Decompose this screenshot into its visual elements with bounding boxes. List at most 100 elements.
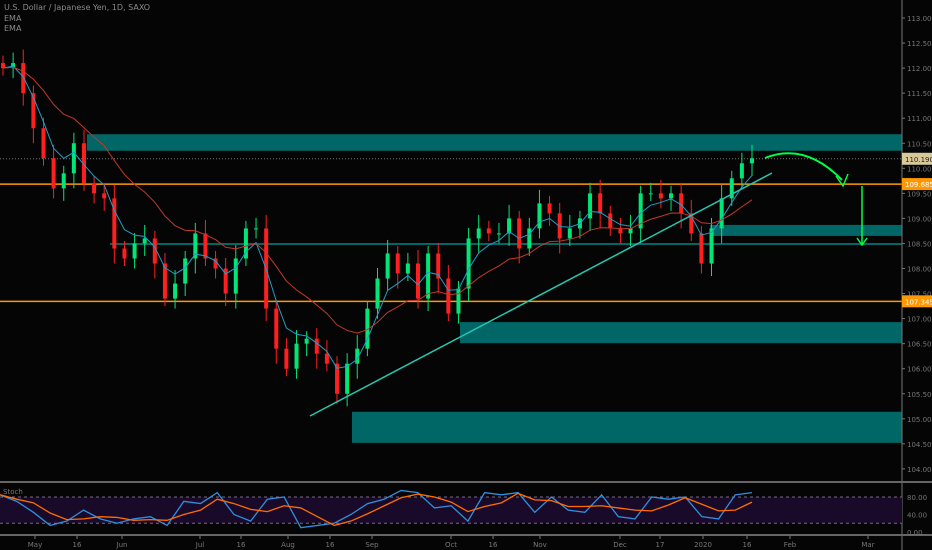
trendline	[309, 172, 773, 417]
price-tick-label: 105.500	[907, 391, 932, 399]
time-tick-label: Aug	[281, 541, 295, 549]
price-tick-label: 104.000	[907, 466, 932, 474]
time-tick-label: 16	[743, 541, 752, 549]
candle-body	[162, 263, 167, 299]
candle-body	[335, 363, 340, 394]
candle-body	[304, 338, 309, 344]
candle	[507, 204, 512, 246]
candle	[284, 338, 289, 377]
candle-body	[284, 348, 289, 369]
price-label-box	[902, 152, 932, 165]
candle	[699, 225, 704, 274]
candle-body	[638, 193, 643, 229]
candle-body	[669, 193, 674, 199]
candle-body	[233, 258, 238, 294]
candle	[233, 244, 238, 309]
candle	[476, 214, 481, 254]
price-tick-label: 110.500	[907, 140, 932, 148]
price-tick-label: 110.000	[907, 165, 932, 173]
candle	[436, 242, 441, 294]
time-tick-label: Jun	[116, 541, 128, 549]
candle-body	[527, 228, 532, 249]
candle	[618, 217, 623, 244]
price-tick-label: 107.000	[907, 316, 932, 324]
candle	[375, 267, 380, 319]
resistance-support-zone	[352, 411, 902, 443]
candle-body	[436, 253, 441, 279]
candle	[395, 245, 400, 289]
time-tick-label: Mar	[861, 541, 874, 549]
candle	[61, 165, 66, 201]
candle	[598, 179, 603, 229]
candle-body	[689, 213, 694, 234]
candle-body	[102, 193, 107, 199]
candle-body	[415, 263, 420, 299]
candle	[567, 214, 572, 246]
candle	[527, 217, 532, 256]
price-tick-label: 106.000	[907, 366, 932, 374]
candle	[608, 205, 613, 236]
candle	[537, 189, 542, 239]
price-tick-label: 112.000	[907, 65, 932, 73]
candle-body	[648, 193, 653, 195]
stoch-d-line	[0, 492, 753, 527]
candle-body	[152, 238, 157, 264]
price-tick-label: 105.000	[907, 416, 932, 424]
candle	[304, 331, 309, 357]
price-tick-label: 109.000	[907, 215, 932, 223]
ema-slow-line	[2, 66, 753, 334]
candle	[355, 335, 360, 379]
candle	[193, 222, 198, 274]
candle	[173, 270, 178, 309]
candle	[517, 210, 522, 264]
candle	[132, 232, 137, 269]
price-tick-label: 112.500	[907, 40, 932, 48]
candle-body	[628, 228, 633, 234]
price-tick-label: 108.500	[907, 240, 932, 248]
candle-body	[355, 348, 360, 364]
candle-body	[365, 308, 370, 349]
candle-body	[567, 228, 572, 239]
candle	[426, 245, 431, 312]
candle-body	[385, 253, 390, 279]
candle-body	[395, 253, 400, 274]
candle-body	[213, 258, 218, 269]
time-tick-label: Dec	[613, 541, 627, 549]
candle-body	[547, 203, 552, 214]
curved-arrow	[764, 152, 843, 181]
candle-body	[254, 228, 259, 230]
candle-body	[81, 143, 86, 184]
candle-body	[658, 193, 663, 199]
candle-body	[324, 353, 329, 364]
candle	[335, 356, 340, 404]
time-tick-label: Sep	[365, 541, 379, 549]
price-tick-label: 107.500	[907, 291, 932, 299]
time-tick-label: Jul	[195, 541, 205, 549]
candle-body	[193, 233, 198, 259]
time-tick-label: May	[28, 541, 42, 549]
candle-body	[122, 248, 127, 259]
stoch-label: Stoch	[3, 488, 23, 496]
candle	[142, 224, 147, 256]
candle	[51, 144, 56, 199]
chart-legend: U.S. Dollar / Japanese Yen, 1D, SAXO EMA…	[4, 3, 150, 35]
resistance-support-zone	[710, 224, 902, 236]
price-label-box	[902, 178, 932, 191]
candle	[729, 170, 734, 206]
candle	[324, 340, 329, 372]
time-tick-label: 16	[73, 541, 82, 549]
time-tick-label: 16	[489, 541, 498, 549]
time-tick-label: Feb	[784, 541, 797, 549]
candle	[314, 328, 319, 369]
candle-body	[699, 233, 704, 264]
candle-body	[719, 198, 724, 229]
candle-body	[1, 63, 5, 69]
candle	[365, 301, 370, 357]
candle	[719, 184, 724, 244]
candle	[638, 185, 643, 244]
candle	[456, 281, 461, 324]
candle	[709, 217, 714, 277]
candle-body	[618, 228, 623, 234]
candle	[658, 179, 663, 209]
